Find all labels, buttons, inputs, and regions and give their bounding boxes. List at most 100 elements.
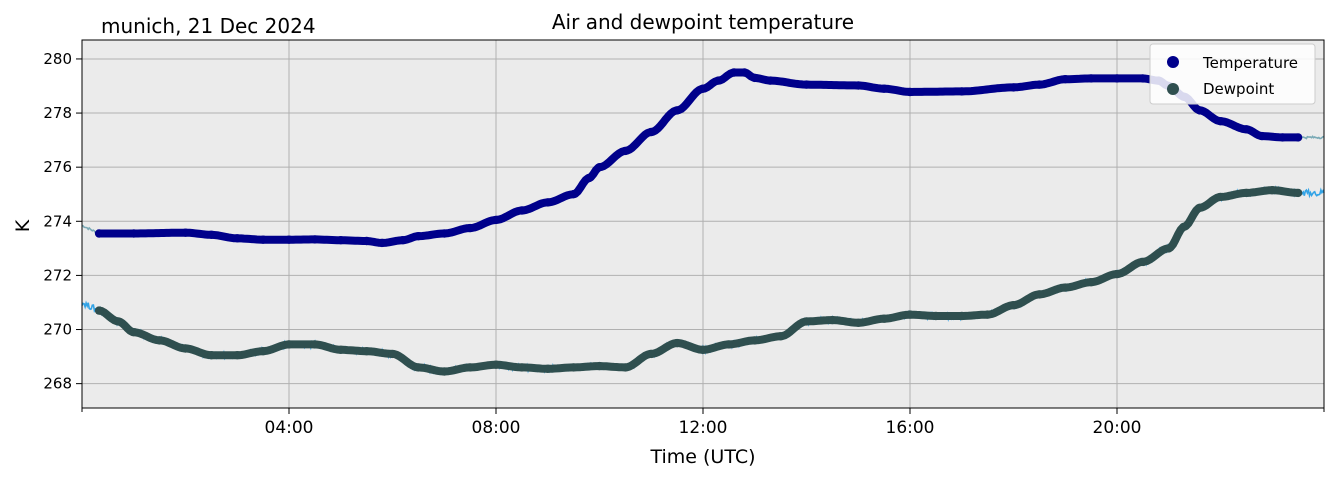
- temperature-point: [377, 238, 387, 248]
- dewpoint-point: [931, 311, 941, 321]
- y-tick-label: 276: [43, 158, 72, 176]
- dewpoint-point: [543, 364, 552, 373]
- dewpoint-point: [440, 367, 449, 376]
- dewpoint-point: [957, 311, 966, 321]
- dewpoint-point: [776, 332, 785, 341]
- temperature-point: [729, 68, 739, 77]
- temperature-point: [957, 87, 966, 96]
- dewpoint-point: [1180, 222, 1189, 231]
- dewpoint-point: [905, 310, 915, 319]
- dewpoint-point: [621, 363, 630, 372]
- dewpoint-point: [750, 336, 759, 345]
- dewpoint-point: [802, 317, 811, 326]
- dewpoint-point: [1242, 188, 1251, 198]
- temperature-point: [1293, 133, 1303, 142]
- temperature-point: [414, 232, 423, 241]
- temperature-point: [1035, 80, 1044, 89]
- dewpoint-point: [1138, 257, 1148, 267]
- dewpoint-point: [491, 360, 501, 369]
- temperature-point: [207, 230, 216, 239]
- temperature-point: [258, 235, 268, 244]
- dewpoint-point: [94, 306, 104, 315]
- dewpoint-point: [284, 340, 294, 349]
- temperature-point: [233, 234, 242, 243]
- temperature-point: [802, 80, 811, 89]
- dewpoint-point: [879, 314, 889, 323]
- dewpoint-point: [828, 315, 837, 325]
- dewpoint-point: [1195, 203, 1205, 212]
- dewpoint-point: [181, 344, 190, 353]
- dewpoint-point: [114, 317, 123, 326]
- y-axis-label: K: [12, 219, 34, 232]
- location-date-label: munich, 21 Dec 2024: [101, 14, 316, 38]
- temperature-point: [1009, 83, 1018, 92]
- temperature-point: [879, 84, 889, 93]
- legend-dewpoint-marker: [1167, 83, 1179, 95]
- temperature-point: [740, 68, 749, 77]
- dewpoint-point: [672, 338, 682, 348]
- y-tick-label: 280: [43, 50, 72, 68]
- dewpoint-series-line: [95, 186, 1302, 376]
- temperature-point: [621, 146, 630, 156]
- axes: 04:00 08:00 12:00 16:00 20:00 268 270 272 274 276…: [43, 50, 1325, 438]
- temperature-point: [1242, 125, 1251, 134]
- dewpoint-point: [1293, 188, 1303, 198]
- dewpoint-point: [595, 361, 604, 371]
- temperature-point: [465, 223, 475, 233]
- x-tick-label: 04:00: [265, 418, 314, 438]
- temperature-point: [310, 235, 320, 244]
- temperature-point: [672, 106, 682, 115]
- dewpoint-point: [207, 351, 216, 360]
- dewpoint-point: [647, 349, 656, 359]
- chart-title: Air and dewpoint temperature: [552, 10, 854, 34]
- temperature-point: [569, 190, 578, 199]
- legend-dewpoint-label: Dewpoint: [1203, 80, 1274, 98]
- x-tick-label: 12:00: [679, 418, 728, 438]
- temperature-point: [491, 215, 501, 225]
- temperature-point: [1195, 106, 1205, 115]
- dewpoint-point: [1086, 278, 1096, 287]
- temperature-point: [1061, 75, 1070, 84]
- temperature-point: [1112, 74, 1122, 83]
- y-tick-label: 272: [43, 266, 72, 284]
- x-tick-label: 20:00: [1093, 418, 1142, 438]
- dewpoint-point: [388, 349, 397, 359]
- temperature-point: [766, 76, 775, 85]
- y-tick-label: 274: [43, 212, 72, 230]
- temperature-point: [905, 87, 915, 97]
- temperature-point: [398, 236, 408, 245]
- temperature-point: [714, 76, 723, 85]
- temperature-point: [129, 229, 138, 238]
- dewpoint-point: [1164, 244, 1174, 253]
- temperature-point: [1278, 133, 1287, 142]
- temperature-series-line: [95, 68, 1302, 247]
- legend-box: [1149, 43, 1316, 105]
- x-tick-label: 16:00: [886, 418, 935, 438]
- dewpoint-point: [1009, 301, 1018, 310]
- temperature-point: [440, 229, 449, 238]
- dewpoint-point: [362, 347, 371, 356]
- dewpoint-point: [155, 336, 164, 345]
- y-tick-label: 268: [43, 375, 72, 393]
- temperature-point: [94, 229, 104, 238]
- dewpoint-point: [414, 363, 423, 372]
- temperature-point: [336, 236, 345, 245]
- legend: Temperature Dewpoint: [1149, 43, 1316, 105]
- dewpoint-point: [1216, 192, 1225, 202]
- legend-temperature-label: Temperature: [1202, 54, 1298, 72]
- grid: [82, 40, 1324, 408]
- temperature-point: [1086, 74, 1096, 83]
- dewpoint-point: [1268, 186, 1277, 195]
- temperature-point: [362, 236, 371, 246]
- dewpoint-point: [1061, 283, 1070, 292]
- temperature-point: [181, 228, 190, 237]
- legend-temperature-marker: [1167, 56, 1179, 68]
- y-tick-label: 278: [43, 104, 72, 122]
- temperature-point: [750, 73, 759, 83]
- dewpoint-point: [854, 318, 863, 327]
- dewpoint-point: [336, 345, 345, 354]
- temperature-point: [284, 235, 294, 244]
- x-tick-label: 08:00: [472, 418, 521, 438]
- dewpoint-point: [310, 340, 320, 349]
